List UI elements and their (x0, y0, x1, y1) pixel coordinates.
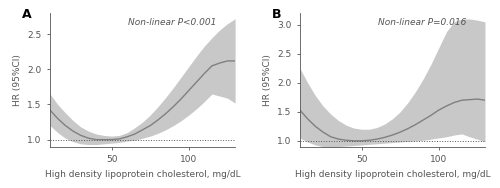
Y-axis label: HR (95%CI): HR (95%CI) (262, 54, 272, 106)
Y-axis label: HR (95%CI): HR (95%CI) (12, 54, 22, 106)
Text: A: A (22, 8, 32, 21)
Text: B: B (272, 8, 281, 21)
X-axis label: High density lipoprotein cholesterol, mg/dL: High density lipoprotein cholesterol, mg… (294, 170, 490, 179)
Text: Non-linear P=0.016: Non-linear P=0.016 (378, 18, 466, 27)
Text: Non-linear P<0.001: Non-linear P<0.001 (128, 18, 216, 27)
X-axis label: High density lipoprotein cholesterol, mg/dL: High density lipoprotein cholesterol, mg… (44, 170, 240, 179)
